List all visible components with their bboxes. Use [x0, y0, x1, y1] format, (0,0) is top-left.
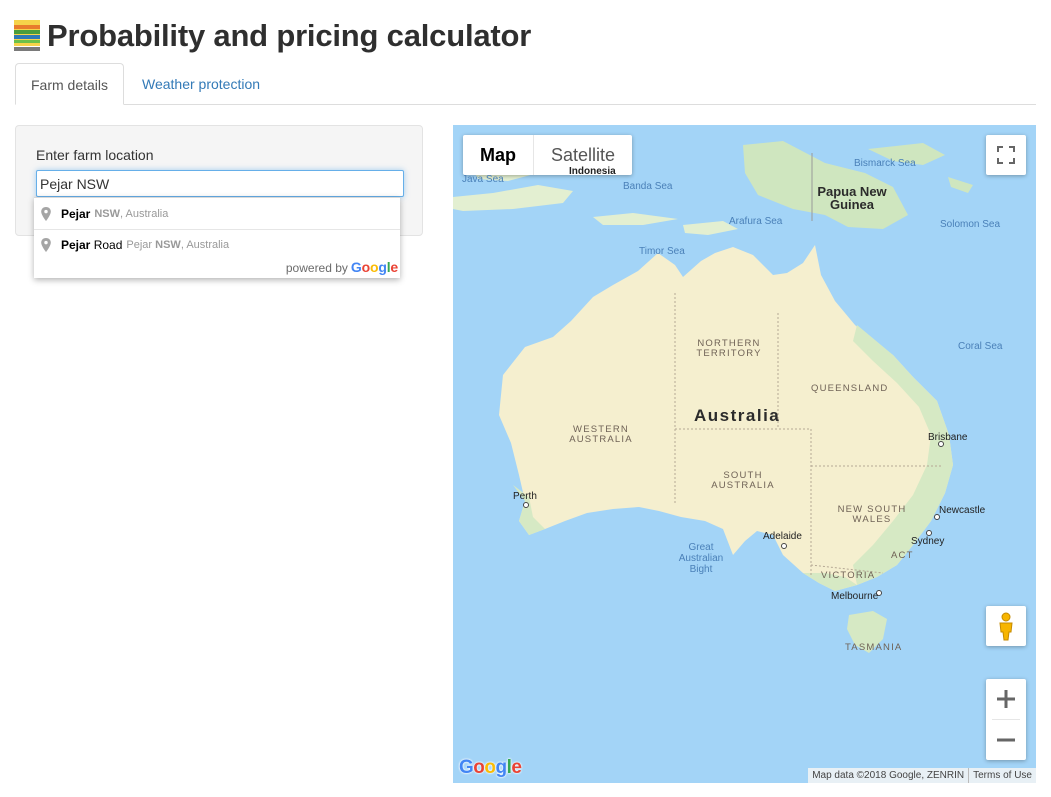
autocomplete-item[interactable]: Pejar Road Pejar NSW, Australia: [34, 229, 400, 260]
map-label-banda-sea: Banda Sea: [623, 181, 673, 192]
map-label-solomon-sea: Solomon Sea: [940, 219, 1001, 230]
item-main-rest: Road: [90, 238, 123, 252]
minus-icon: [997, 738, 1015, 742]
powered-by-google: powered by Google: [286, 259, 398, 275]
header: Probability and pricing calculator: [14, 16, 531, 56]
item-secondary-match: NSW: [94, 207, 121, 220]
item-secondary-match: NSW: [155, 239, 181, 251]
tab-farm-details[interactable]: Farm details: [15, 63, 124, 105]
powered-by-text: powered by: [285, 261, 348, 275]
google-map-logo[interactable]: Google: [459, 757, 522, 778]
map-label-indonesia: Indonesia: [569, 166, 616, 177]
map-label-java-sea: Java Sea: [462, 174, 504, 185]
location-pin-icon: [41, 206, 51, 221]
pegman-icon: [999, 612, 1013, 641]
item-main-match: Pejar: [61, 238, 91, 252]
tab-bar: Farm details Weather protection: [15, 63, 1036, 105]
map-label-western-australia: WESTERN AUSTRALIA: [569, 424, 633, 445]
item-main-match: Pejar: [61, 206, 91, 221]
autocomplete-dropdown: Pejar NSW, Australia Pejar Road Pejar NS…: [34, 197, 400, 278]
map-label-victoria: VICTORIA: [821, 570, 876, 581]
map-label-adelaide: Adelaide: [763, 531, 802, 542]
location-pin-icon: [41, 238, 51, 252]
map-label-bismarck-sea: Bismarck Sea: [854, 158, 916, 169]
map-canvas[interactable]: Map Satellite Indonesia Java Sea Banda S…: [453, 125, 1036, 783]
map-label-perth: Perth: [513, 491, 537, 502]
map-label-papua-new-guinea: Papua New Guinea: [817, 184, 887, 212]
tab-weather-protection[interactable]: Weather protection: [142, 76, 261, 92]
map-type-map-button[interactable]: Map: [480, 145, 516, 165]
map-label-melbourne: Melbourne: [831, 591, 879, 602]
item-secondary-rest: , Australia: [180, 239, 230, 251]
map-type-satellite-button[interactable]: Satellite: [533, 135, 632, 175]
farm-location-label: Enter farm location: [36, 147, 154, 163]
map-label-australia: Australia: [694, 406, 781, 425]
map-label-timor-sea: Timor Sea: [639, 246, 685, 257]
map-label-arafura-sea: Arafura Sea: [729, 216, 783, 227]
map-label-northern-territory: NORTHERN TERRITORY: [696, 338, 762, 359]
farm-location-panel: Enter farm location: [15, 125, 423, 236]
zoom-divider: [992, 719, 1020, 720]
fullscreen-button[interactable]: [986, 135, 1026, 175]
map-attribution: Map data ©2018 Google, ZENRIN Terms of U…: [808, 768, 1036, 783]
zoom-in-button[interactable]: [986, 679, 1026, 719]
item-secondary-rest: , Australia: [120, 207, 169, 220]
autocomplete-item[interactable]: Pejar NSW, Australia: [34, 198, 400, 229]
farm-location-input[interactable]: [36, 170, 404, 197]
google-logo: Google: [350, 259, 398, 275]
map-label-act: ACT: [891, 550, 914, 561]
map-label-south-australia: SOUTH AUSTRALIA: [711, 470, 775, 491]
map-label-brisbane: Brisbane: [928, 432, 968, 443]
map-label-tasmania: TASMANIA: [845, 642, 903, 653]
zoom-out-button[interactable]: [986, 720, 1026, 760]
farm-logo-icon: [14, 20, 40, 52]
item-secondary-prefix: Pejar: [126, 239, 156, 251]
map-label-sydney: Sydney: [911, 536, 945, 547]
map-label-new-south-wales: NEW SOUTH WALES: [837, 504, 907, 525]
plus-icon: [997, 690, 1015, 708]
fullscreen-icon: [997, 146, 1015, 164]
map-label-newcastle: Newcastle: [939, 505, 986, 516]
zoom-control: [986, 679, 1026, 760]
map-tiles: [453, 141, 973, 653]
map-type-control: Map Satellite: [463, 135, 633, 175]
map-label-queensland: QUEENSLAND: [811, 383, 889, 394]
map-label-great-australian-bight: Great Australian Bight: [678, 542, 724, 575]
terms-of-use-link[interactable]: Terms of Use: [968, 768, 1036, 783]
map-label-coral-sea: Coral Sea: [958, 341, 1003, 352]
map-data-attribution: Map data ©2018 Google, ZENRIN: [812, 770, 965, 781]
page-title: Probability and pricing calculator: [47, 18, 532, 53]
street-view-pegman-button[interactable]: [986, 606, 1026, 646]
